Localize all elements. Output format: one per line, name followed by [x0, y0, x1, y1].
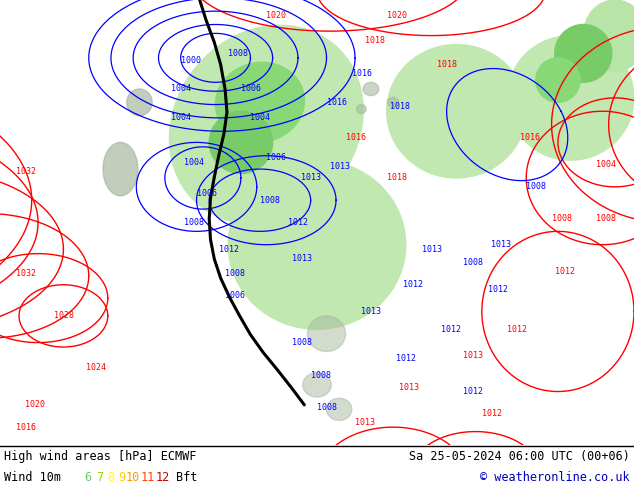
Text: 1000: 1000 [181, 55, 201, 65]
Ellipse shape [307, 316, 346, 351]
Text: 1016: 1016 [520, 133, 540, 143]
Text: Wind 10m: Wind 10m [4, 471, 61, 485]
Text: 1013: 1013 [491, 240, 512, 249]
Text: 1020: 1020 [266, 11, 287, 20]
Text: High wind areas [hPa] ECMWF: High wind areas [hPa] ECMWF [4, 450, 197, 464]
Text: © weatheronline.co.uk: © weatheronline.co.uk [481, 471, 630, 485]
Text: 1013: 1013 [292, 253, 312, 263]
Text: 1012: 1012 [396, 354, 417, 363]
Ellipse shape [387, 45, 526, 178]
Text: 1012: 1012 [555, 267, 575, 276]
Text: 1024: 1024 [86, 363, 106, 371]
Text: 1013: 1013 [361, 307, 382, 316]
Text: 1018: 1018 [437, 60, 458, 69]
Text: 1008: 1008 [526, 182, 547, 192]
Text: 7: 7 [96, 471, 103, 485]
Text: 1016: 1016 [16, 422, 36, 432]
Text: 12: 12 [156, 471, 170, 485]
Text: 1008: 1008 [184, 218, 204, 227]
Ellipse shape [216, 62, 304, 142]
Text: 1008: 1008 [292, 338, 312, 347]
Text: 1032: 1032 [16, 167, 36, 176]
Text: 1012: 1012 [463, 387, 483, 396]
Text: 1013: 1013 [301, 173, 321, 182]
Text: Bft: Bft [176, 471, 197, 485]
Text: Sa 25-05-2024 06:00 UTC (00+06): Sa 25-05-2024 06:00 UTC (00+06) [409, 450, 630, 464]
Text: 1008: 1008 [225, 269, 245, 278]
Text: 1008: 1008 [463, 258, 483, 267]
Ellipse shape [387, 98, 399, 107]
Text: 1006: 1006 [241, 84, 261, 94]
Text: 1008: 1008 [311, 371, 331, 380]
Text: 1020: 1020 [25, 400, 46, 409]
Text: 1008: 1008 [317, 403, 337, 412]
Text: 1032: 1032 [16, 269, 36, 278]
Text: 1012: 1012 [403, 280, 423, 289]
Text: 10: 10 [126, 471, 140, 485]
Ellipse shape [303, 372, 331, 397]
Text: 1028: 1028 [54, 311, 74, 320]
Text: 1012: 1012 [482, 409, 502, 418]
Text: 1013: 1013 [463, 351, 483, 361]
Text: 1012: 1012 [507, 325, 527, 334]
Ellipse shape [363, 82, 379, 96]
Text: 1012: 1012 [219, 245, 239, 254]
Text: 1013: 1013 [330, 162, 350, 171]
Text: 1013: 1013 [422, 245, 442, 254]
Text: 1012: 1012 [488, 285, 508, 294]
Text: 1018: 1018 [387, 173, 407, 182]
Text: 1004: 1004 [250, 113, 271, 122]
Text: 1004: 1004 [171, 84, 191, 94]
Ellipse shape [507, 36, 634, 160]
Ellipse shape [169, 25, 363, 224]
Text: 1013: 1013 [355, 418, 375, 427]
Ellipse shape [536, 58, 580, 102]
Text: 1018: 1018 [365, 36, 385, 45]
Text: 1012: 1012 [288, 218, 309, 227]
Text: 1004: 1004 [184, 158, 204, 167]
Text: 1006: 1006 [225, 292, 245, 300]
Ellipse shape [103, 143, 138, 196]
Text: 1006: 1006 [197, 189, 217, 198]
Text: 8: 8 [107, 471, 115, 485]
Ellipse shape [228, 160, 406, 329]
Text: 11: 11 [141, 471, 155, 485]
Text: 1016: 1016 [327, 98, 347, 107]
Text: 1012: 1012 [441, 325, 461, 334]
Text: 1013: 1013 [399, 383, 420, 392]
Text: 1008: 1008 [260, 196, 280, 205]
Ellipse shape [583, 0, 634, 71]
Text: 1008: 1008 [552, 214, 572, 222]
Text: 1008: 1008 [228, 49, 249, 58]
Text: 1018: 1018 [390, 102, 410, 111]
Ellipse shape [209, 111, 273, 173]
Text: 1006: 1006 [266, 153, 287, 163]
Ellipse shape [127, 89, 152, 116]
Text: 1004: 1004 [171, 113, 191, 122]
Text: 1016: 1016 [346, 133, 366, 143]
Text: 9: 9 [119, 471, 126, 485]
Ellipse shape [327, 398, 352, 420]
Text: 1004: 1004 [596, 160, 616, 169]
Text: 1016: 1016 [352, 69, 372, 78]
Text: 1020: 1020 [387, 11, 407, 20]
Text: 6: 6 [84, 471, 91, 485]
Text: 1008: 1008 [596, 214, 616, 222]
Ellipse shape [356, 104, 366, 114]
Ellipse shape [555, 24, 612, 82]
